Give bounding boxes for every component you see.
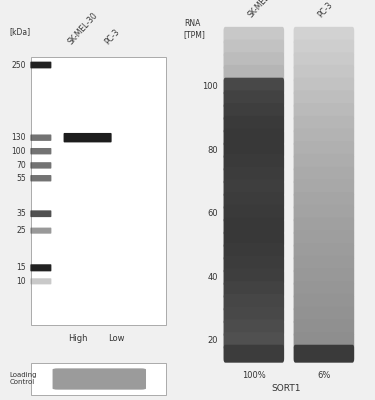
Text: 80: 80 (207, 146, 218, 155)
FancyBboxPatch shape (224, 192, 284, 210)
Text: 100%: 100% (242, 370, 266, 380)
FancyBboxPatch shape (224, 268, 284, 286)
FancyBboxPatch shape (224, 90, 284, 108)
Text: SK-MEL-30: SK-MEL-30 (246, 0, 279, 19)
FancyBboxPatch shape (224, 345, 284, 363)
Text: 250: 250 (11, 60, 26, 70)
FancyBboxPatch shape (224, 103, 284, 121)
Text: [kDa]: [kDa] (9, 27, 30, 36)
FancyBboxPatch shape (224, 40, 284, 58)
FancyBboxPatch shape (64, 133, 112, 142)
FancyBboxPatch shape (294, 192, 354, 210)
Text: 15: 15 (16, 263, 26, 272)
Text: 35: 35 (16, 209, 26, 218)
FancyBboxPatch shape (224, 78, 284, 96)
Text: 25: 25 (16, 226, 26, 235)
FancyBboxPatch shape (30, 175, 51, 182)
FancyBboxPatch shape (224, 116, 284, 134)
FancyBboxPatch shape (294, 65, 354, 83)
Text: 10: 10 (16, 277, 26, 286)
FancyBboxPatch shape (224, 167, 284, 185)
Text: RNA
[TPM]: RNA [TPM] (184, 19, 206, 39)
FancyBboxPatch shape (224, 243, 284, 261)
FancyBboxPatch shape (30, 210, 51, 217)
FancyBboxPatch shape (224, 256, 284, 274)
Bar (31, 56, 166, 325)
Text: 60: 60 (207, 209, 218, 218)
FancyBboxPatch shape (30, 228, 51, 234)
FancyBboxPatch shape (224, 230, 284, 248)
FancyBboxPatch shape (30, 62, 51, 68)
FancyBboxPatch shape (224, 332, 284, 350)
FancyBboxPatch shape (294, 294, 354, 312)
FancyBboxPatch shape (294, 154, 354, 172)
FancyBboxPatch shape (294, 27, 354, 45)
FancyBboxPatch shape (294, 319, 354, 337)
Text: 20: 20 (207, 336, 218, 346)
FancyBboxPatch shape (294, 90, 354, 108)
FancyBboxPatch shape (30, 278, 51, 284)
FancyBboxPatch shape (53, 368, 146, 390)
FancyBboxPatch shape (224, 281, 284, 299)
Text: Low: Low (108, 334, 124, 343)
FancyBboxPatch shape (294, 332, 354, 350)
Text: High: High (68, 334, 87, 343)
FancyBboxPatch shape (294, 306, 354, 324)
Text: SORT1: SORT1 (271, 384, 301, 393)
FancyBboxPatch shape (224, 27, 284, 45)
Bar (31, 363, 166, 395)
FancyBboxPatch shape (294, 141, 354, 159)
FancyBboxPatch shape (30, 134, 51, 141)
FancyBboxPatch shape (294, 230, 354, 248)
FancyBboxPatch shape (294, 268, 354, 286)
FancyBboxPatch shape (224, 218, 284, 236)
FancyBboxPatch shape (294, 281, 354, 299)
FancyBboxPatch shape (294, 128, 354, 146)
FancyBboxPatch shape (294, 256, 354, 274)
Text: 100: 100 (11, 147, 26, 156)
FancyBboxPatch shape (224, 205, 284, 223)
FancyBboxPatch shape (294, 167, 354, 185)
FancyBboxPatch shape (30, 148, 51, 154)
FancyBboxPatch shape (224, 294, 284, 312)
Text: 100: 100 (202, 82, 218, 91)
FancyBboxPatch shape (294, 40, 354, 58)
FancyBboxPatch shape (294, 103, 354, 121)
Text: 40: 40 (207, 273, 218, 282)
FancyBboxPatch shape (294, 52, 354, 70)
FancyBboxPatch shape (294, 205, 354, 223)
Text: 70: 70 (16, 161, 26, 170)
Text: PC-3: PC-3 (103, 27, 121, 46)
FancyBboxPatch shape (224, 128, 284, 146)
Text: Loading
Control: Loading Control (9, 372, 37, 386)
Text: 55: 55 (16, 174, 26, 183)
FancyBboxPatch shape (224, 65, 284, 83)
Text: 130: 130 (11, 133, 26, 142)
FancyBboxPatch shape (30, 264, 51, 271)
FancyBboxPatch shape (294, 218, 354, 236)
FancyBboxPatch shape (224, 52, 284, 70)
FancyBboxPatch shape (30, 162, 51, 169)
Text: 6%: 6% (317, 370, 331, 380)
FancyBboxPatch shape (224, 180, 284, 197)
FancyBboxPatch shape (224, 306, 284, 324)
FancyBboxPatch shape (294, 243, 354, 261)
Text: PC-3: PC-3 (316, 0, 335, 19)
FancyBboxPatch shape (294, 78, 354, 96)
FancyBboxPatch shape (294, 116, 354, 134)
FancyBboxPatch shape (294, 180, 354, 197)
FancyBboxPatch shape (224, 154, 284, 172)
FancyBboxPatch shape (224, 319, 284, 337)
FancyBboxPatch shape (294, 345, 354, 363)
Text: SK-MEL-30: SK-MEL-30 (66, 11, 99, 46)
FancyBboxPatch shape (224, 141, 284, 159)
